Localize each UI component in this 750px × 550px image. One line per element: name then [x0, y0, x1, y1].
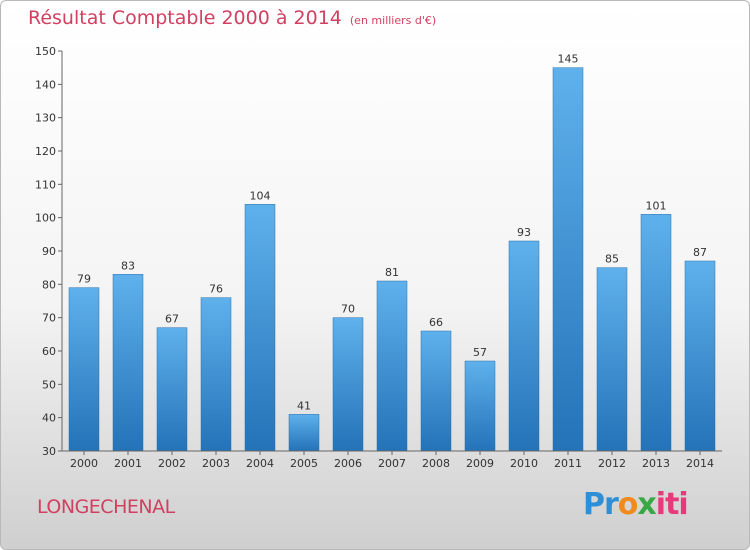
bar-value-label: 67	[165, 313, 179, 326]
bar-value-label: 79	[77, 273, 91, 286]
x-tick-label: 2000	[70, 457, 98, 470]
bar	[684, 260, 716, 452]
x-tick-label: 2014	[686, 457, 714, 470]
bar-value-label: 83	[121, 259, 135, 272]
bar	[112, 274, 144, 452]
y-tick-label: 110	[35, 178, 56, 191]
y-tick-label: 40	[42, 412, 56, 425]
bar	[200, 297, 232, 452]
bar-value-label: 104	[250, 189, 271, 202]
x-tick-label: 2009	[466, 457, 494, 470]
proxiti-logo[interactable]: Proxiti	[583, 487, 689, 522]
place-name: LONGECHENAL	[37, 496, 175, 518]
y-tick-label: 140	[35, 78, 56, 91]
bar	[156, 327, 188, 452]
bar-value-label: 81	[385, 266, 399, 279]
bars: 79 83 67 76 104 41 70 81 66 57 93 145 85 101 87	[68, 53, 716, 452]
title-row: Résultat Comptable 2000 à 2014 (en millie…	[28, 7, 436, 29]
x-tick-label: 2007	[378, 457, 406, 470]
bar	[244, 204, 276, 452]
bar-value-label: 85	[605, 253, 619, 266]
bar	[508, 240, 540, 452]
y-axis: 30 40 50 60 70 80 90 100 110 120 130 140 150	[35, 45, 63, 458]
bar-value-label: 87	[693, 246, 707, 259]
x-tick-label: 2011	[554, 457, 582, 470]
chart-title: Résultat Comptable 2000 à 2014	[28, 7, 342, 29]
x-tick-label: 2002	[158, 457, 186, 470]
x-tick-label: 2005	[290, 457, 318, 470]
bar	[464, 360, 496, 452]
bar	[552, 67, 584, 452]
y-tick-label: 50	[42, 378, 56, 391]
x-axis: 2000 2001 2002 2003 2004 2005 2006 2007 2008 2009…	[62, 450, 722, 470]
bar-value-label: 57	[473, 346, 487, 359]
y-tick-label: 80	[42, 278, 56, 291]
bar	[68, 287, 100, 452]
y-tick-label: 30	[42, 445, 56, 458]
bar-value-label: 145	[558, 53, 579, 66]
bar	[596, 267, 628, 452]
bar	[376, 280, 408, 452]
x-tick-label: 2013	[642, 457, 670, 470]
bar	[288, 414, 320, 452]
x-tick-label: 2004	[246, 457, 274, 470]
y-tick-label: 70	[42, 312, 56, 325]
bar-value-label: 41	[297, 399, 311, 412]
x-tick-label: 2008	[422, 457, 450, 470]
bar-value-label: 70	[341, 303, 355, 316]
bar-value-label: 93	[517, 226, 531, 239]
x-tick-label: 2003	[202, 457, 230, 470]
chart-subtitle: (en milliers d'€)	[349, 14, 437, 27]
y-tick-label: 60	[42, 345, 56, 358]
x-tick-label: 2001	[114, 457, 142, 470]
y-tick-label: 120	[35, 145, 56, 158]
x-tick-label: 2012	[598, 457, 626, 470]
y-tick-label: 90	[42, 245, 56, 258]
bar-value-label: 66	[429, 316, 443, 329]
y-tick-label: 150	[35, 45, 56, 58]
x-tick-label: 2010	[510, 457, 538, 470]
y-tick-label: 130	[35, 112, 56, 125]
y-tick-label: 100	[35, 212, 56, 225]
bar-value-label: 101	[646, 199, 667, 212]
bar-value-label: 76	[209, 283, 223, 296]
x-tick-label: 2006	[334, 457, 362, 470]
bar	[420, 330, 452, 452]
bar	[332, 317, 364, 452]
bar	[640, 214, 672, 452]
